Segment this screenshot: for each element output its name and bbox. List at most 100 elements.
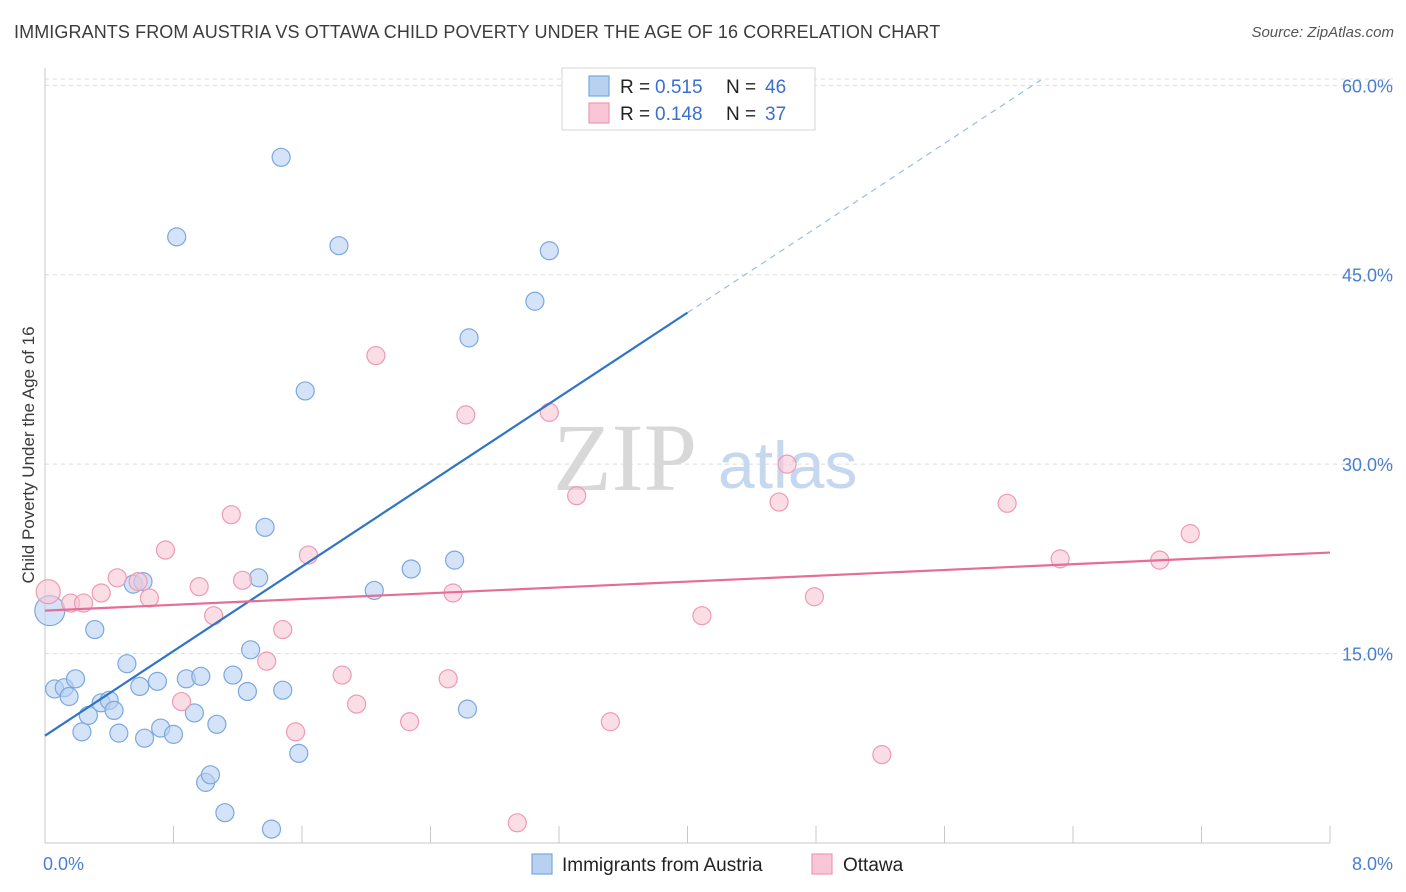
point-austria-11 [109,723,129,743]
point-austria-14 [130,676,150,697]
legend-r-label-austria: R = [620,77,650,98]
point-ottawa-6 [139,588,160,608]
point-ottawa-32 [872,745,892,765]
point-ottawa-10 [204,606,224,626]
legend-n-label-ottawa: N = [726,104,756,125]
point-ottawa-8 [171,691,192,712]
point-austria-42 [457,699,478,719]
legend-r-value-austria: 0.515 [655,77,703,98]
gridlines [45,78,1393,655]
point-ottawa-26 [567,486,587,506]
point-ottawa-20 [400,712,420,732]
point-austria-26 [207,714,227,734]
y-tick-label-3: 60.0% [1342,76,1393,96]
point-ottawa-34 [1050,549,1070,569]
point-ottawa-14 [273,619,293,640]
series-immigrants-from-austria [34,147,559,839]
point-austria-27 [215,803,235,823]
point-ottawa-18 [347,694,367,714]
trend-line-austria-extension [687,79,1042,314]
point-austria-33 [261,819,282,839]
point-ottawa-2 [73,593,94,613]
legend-top: R = 0.515 N = 46 R = 0.148 N = 37 [561,67,816,131]
point-austria-25 [200,765,221,785]
y-tick-labels: 15.0% 30.0% 45.0% 60.0% [1342,76,1393,664]
point-austria-7 [85,619,105,640]
trend-line-ottawa [44,551,1331,612]
point-austria-3 [59,686,79,707]
point-ottawa-19 [366,345,386,366]
legend-r-label-ottawa: R = [620,104,650,125]
point-ottawa-11 [221,505,241,525]
legend-n-value-ottawa: 37 [765,104,786,125]
source-label: Source: ZipAtlas.com [1251,24,1394,41]
point-austria-34 [271,147,291,167]
point-ottawa-17 [332,665,352,685]
axes [44,68,1331,844]
legend-swatch-ottawa [588,102,610,124]
point-austria-43 [459,328,479,348]
point-ottawa-0 [35,579,61,605]
point-austria-4 [65,669,86,689]
x-tick-label-min: 0.0% [43,854,84,874]
legend-bottom-label-ottawa: Ottawa [843,855,904,876]
series-ottawa [35,345,1200,833]
point-austria-16 [134,728,155,748]
point-ottawa-4 [107,568,127,588]
trend-lines [44,79,1331,737]
y-tick-label-1: 30.0% [1342,455,1393,475]
point-ottawa-7 [155,540,176,560]
y-axis-label: Child Poverty Under the Age of 16 [19,326,38,583]
legend-n-label-austria: N = [726,77,756,98]
point-ottawa-31 [804,587,824,607]
point-ottawa-12 [232,570,253,590]
point-austria-12 [117,654,137,674]
legend-bottom-label-austria: Immigrants from Austria [562,855,763,876]
point-ottawa-24 [507,813,527,833]
point-ottawa-9 [189,577,209,597]
trend-line-austria [44,311,689,737]
point-ottawa-25 [539,402,559,422]
chart-title: IMMIGRANTS FROM AUSTRIA VS OTTAWA CHILD … [14,22,941,42]
point-austria-29 [237,681,257,702]
point-ottawa-28 [692,606,712,626]
point-ottawa-23 [456,405,476,425]
legend-swatch-austria [588,75,610,97]
point-austria-44 [525,291,545,311]
legend-r-value-ottawa: 0.148 [655,104,703,125]
point-austria-30 [241,640,261,660]
point-austria-10 [104,700,124,721]
point-austria-40 [401,559,421,579]
point-austria-20 [167,227,187,247]
point-austria-31 [249,568,269,588]
x-tick-label-max: 8.0% [1352,854,1393,874]
point-austria-17 [147,671,168,691]
point-ottawa-27 [600,712,621,732]
point-ottawa-29 [769,492,789,512]
point-austria-41 [444,550,465,570]
point-austria-35 [273,680,293,700]
point-austria-38 [329,236,349,256]
legend-n-value-austria: 46 [765,77,786,98]
legend-bottom-swatch-ottawa [811,853,833,875]
point-austria-19 [163,724,184,744]
point-ottawa-13 [257,651,277,671]
legend-bottom: Immigrants from Austria Ottawa [531,853,904,876]
point-ottawa-21 [438,669,458,689]
point-ottawa-30 [777,454,797,474]
point-austria-23 [191,666,211,686]
point-austria-32 [255,517,275,537]
point-austria-28 [223,665,243,685]
point-austria-22 [184,703,204,723]
legend-bottom-swatch-austria [531,853,553,875]
y-tick-label-0: 15.0% [1342,645,1393,665]
y-tick-label-2: 45.0% [1342,266,1393,286]
point-austria-45 [539,241,559,261]
point-austria-5 [72,722,92,742]
point-austria-37 [295,381,315,401]
point-austria-36 [289,743,309,763]
point-ottawa-36 [1180,524,1200,544]
point-ottawa-3 [91,583,111,603]
point-ottawa-5 [128,571,148,592]
